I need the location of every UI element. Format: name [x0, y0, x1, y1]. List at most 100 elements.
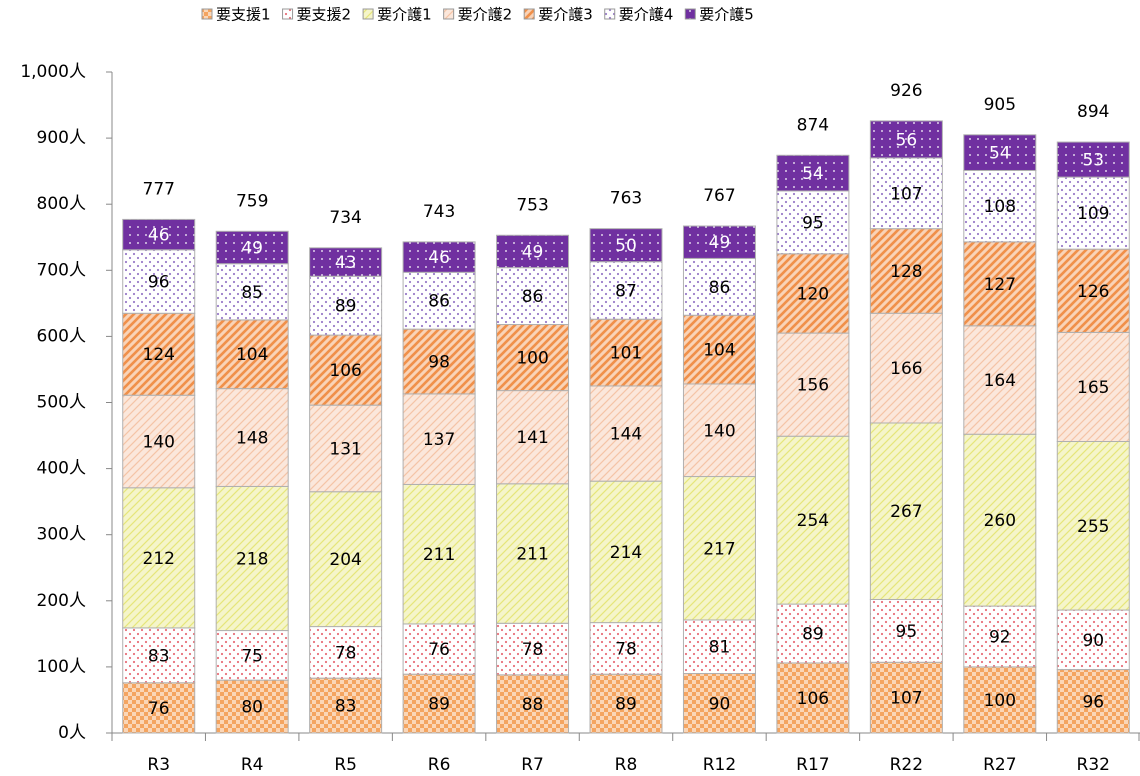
bar-segment [682, 673, 756, 734]
bar-segment [776, 332, 850, 437]
bar-segment [496, 234, 570, 269]
bar-segment [122, 627, 196, 684]
total-label: 767 [703, 186, 735, 206]
bar-segment [402, 271, 476, 330]
x-tick-label: R8 [615, 755, 638, 775]
bar-segment [869, 157, 943, 230]
total-label: 905 [984, 95, 1016, 115]
bar-segment [1056, 141, 1130, 178]
total-label: 759 [236, 191, 268, 211]
bar-segment [869, 598, 943, 663]
legend-swatch [443, 8, 455, 20]
data-label: 76 [428, 640, 450, 660]
data-label: 260 [984, 511, 1016, 531]
data-label: 90 [709, 694, 731, 714]
bar-segment [215, 230, 289, 265]
data-label: 78 [615, 639, 637, 659]
x-tick-label: R5 [334, 755, 357, 775]
bar-segment [122, 218, 196, 251]
data-label: 89 [428, 695, 450, 715]
data-label: 86 [522, 287, 544, 307]
bar-segment [963, 169, 1037, 243]
bar-segment [215, 263, 289, 321]
total-label: 777 [143, 179, 175, 199]
data-label: 137 [423, 430, 455, 450]
bar-segment [309, 404, 383, 493]
x-tick-label: R12 [703, 755, 736, 775]
x-tick-label: R17 [796, 755, 829, 775]
bar-segment [589, 261, 663, 320]
bar-segment [215, 388, 289, 487]
y-tick-label: 300人 [37, 525, 86, 545]
data-label: 87 [615, 281, 637, 301]
bar-segment [1056, 176, 1130, 250]
data-label: 108 [984, 197, 1016, 217]
x-tick-label: R32 [1077, 755, 1110, 775]
total-label: 734 [329, 208, 361, 228]
bar-segment [869, 312, 943, 424]
data-label: 141 [516, 428, 548, 448]
total-label: 763 [610, 189, 642, 209]
bar-segment [869, 120, 943, 159]
data-label: 89 [335, 297, 357, 317]
data-label: 86 [428, 292, 450, 312]
data-label: 89 [802, 625, 824, 645]
legend-swatch [684, 8, 696, 20]
bar-segment [122, 487, 196, 629]
bar-segment [402, 673, 476, 734]
bar-segment [589, 622, 663, 675]
bar-segment [963, 134, 1037, 171]
data-label: 254 [797, 511, 829, 531]
bar-segment [402, 483, 476, 625]
bar-segment [309, 677, 383, 734]
bar-segment [215, 679, 289, 734]
bar-segment [776, 603, 850, 664]
bar-segment [776, 190, 850, 255]
bar-segment [309, 275, 383, 336]
data-label: 86 [709, 278, 731, 298]
data-label: 85 [241, 283, 263, 303]
legend-label: 要介護4 [619, 6, 674, 24]
data-label: 80 [241, 698, 263, 718]
data-label: 107 [890, 689, 922, 709]
data-label: 218 [236, 549, 268, 569]
bar-segment [309, 334, 383, 406]
data-label: 95 [896, 622, 918, 642]
legend-label: 要介護2 [458, 6, 513, 24]
y-tick-label: 200人 [37, 591, 86, 611]
data-label: 164 [984, 371, 1016, 391]
total-label: 926 [890, 81, 922, 101]
data-label: 166 [890, 359, 922, 379]
bar-segment [496, 483, 570, 624]
total-label: 874 [797, 115, 829, 135]
data-label: 83 [335, 697, 357, 717]
legend-label: 要介護3 [538, 6, 593, 24]
bar-segment [402, 393, 476, 485]
data-label: 267 [890, 502, 922, 522]
legend-swatch [362, 8, 374, 20]
y-tick-label: 400人 [37, 459, 86, 479]
bar-segment [963, 325, 1037, 435]
bar-segment [869, 661, 943, 734]
y-tick-label: 100人 [37, 657, 86, 677]
data-label: 126 [1077, 282, 1109, 302]
bar-segment [122, 394, 196, 489]
legend-label: 要支援2 [297, 6, 352, 24]
bar-segment [589, 385, 663, 482]
data-label: 96 [148, 273, 170, 293]
data-label: 131 [329, 439, 361, 459]
bar-segment [589, 228, 663, 263]
legend-swatch [201, 8, 213, 20]
data-label: 148 [236, 429, 268, 449]
bar-segment [682, 383, 756, 478]
bar-segment [1056, 248, 1130, 333]
bar-segment [963, 605, 1037, 668]
data-label: 90 [1082, 631, 1104, 651]
data-label: 140 [703, 421, 735, 441]
bar-segment [496, 622, 570, 676]
bar-segment [215, 319, 289, 390]
bar-segment [309, 247, 383, 277]
legend-label: 要介護5 [699, 6, 754, 24]
data-label: 53 [1082, 151, 1104, 171]
data-label: 78 [522, 640, 544, 660]
